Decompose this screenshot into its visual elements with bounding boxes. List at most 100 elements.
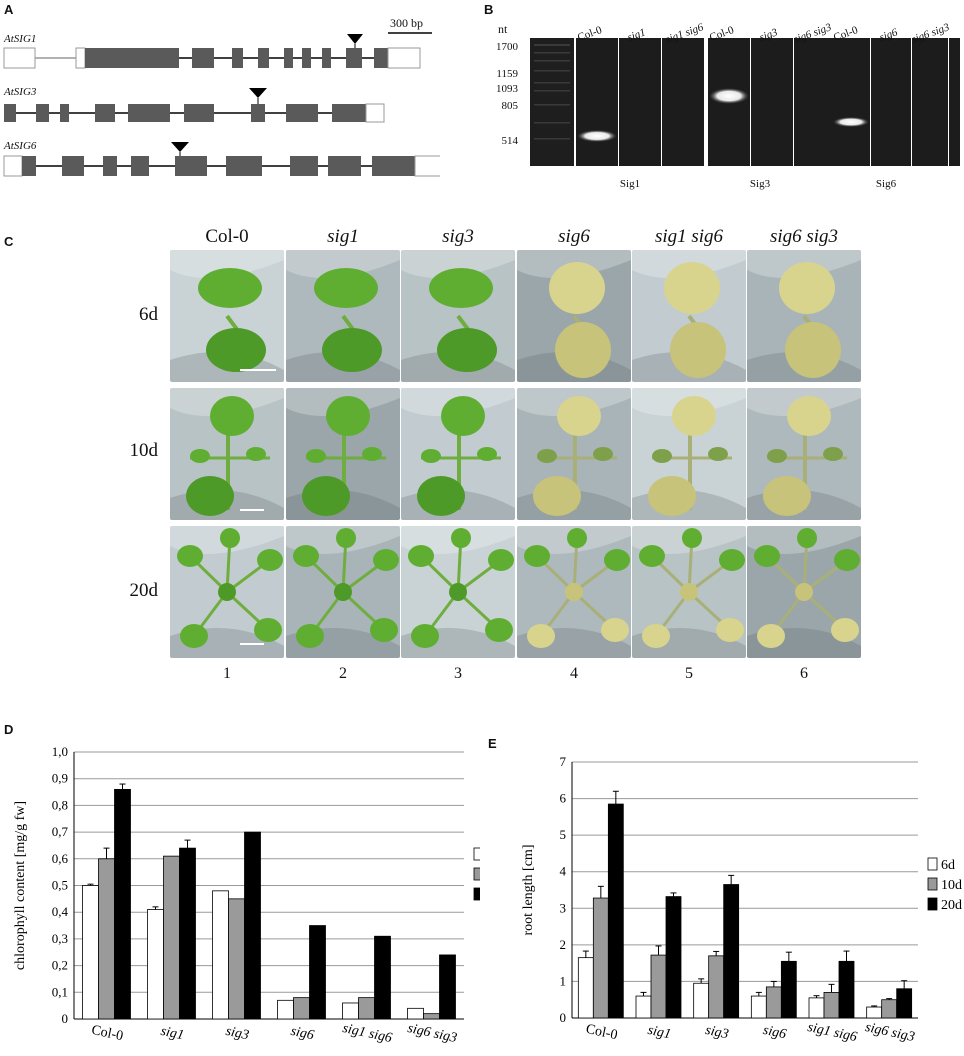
y-tick-label: 0,7 [52, 824, 69, 839]
legend-label: 20d [941, 898, 962, 913]
row-header: 6d [139, 304, 158, 325]
scale-bar-label: 300 bp [390, 16, 423, 30]
bar-10d-Col-0 [98, 858, 115, 1020]
bar-10d-sig6-sig3 [423, 1013, 440, 1020]
y-tick-label: 0,8 [52, 797, 68, 812]
bar-6d-sig6 [277, 999, 294, 1020]
panel-label-e: E [488, 736, 497, 751]
seedling-photo [286, 250, 400, 382]
bar-6d-sig6-sig3 [407, 1007, 424, 1020]
bar-20d-sig6-sig3 [896, 988, 913, 1019]
bar-20d-Col-0 [114, 788, 131, 1020]
seedling-photo [517, 526, 631, 658]
column-header: sig1 sig6 [654, 226, 724, 247]
seedling-photo [632, 526, 746, 658]
panel-label-b: B [484, 2, 494, 17]
insertion-marker-icon [249, 88, 267, 98]
panel-label-d: D [4, 722, 14, 737]
column-number: 5 [685, 665, 693, 682]
y-tick-label: 1,0 [52, 744, 68, 759]
legend-swatch [473, 887, 480, 901]
column-header: sig3 [442, 226, 474, 247]
column-header: sig6 sig3 [769, 226, 839, 247]
bar-20d-sig6-sig3 [439, 954, 456, 1020]
row-header: 20d [129, 580, 159, 601]
gene-sig1 [3, 34, 421, 69]
seedling-photo [632, 388, 746, 520]
bar-10d-sig6 [293, 997, 310, 1020]
ladder-805: 805 [501, 100, 519, 112]
y-tick-label: 0,3 [52, 931, 68, 946]
nt-label: nt [498, 22, 508, 36]
y-tick-label: 0,5 [52, 878, 68, 893]
column-number: 1 [223, 665, 231, 682]
x-tick-label: sig3 [224, 1024, 250, 1044]
seedling-photo [286, 526, 400, 658]
seedling-photo [401, 526, 515, 658]
gene-sig6 [3, 142, 440, 177]
gel-group-label-sig6: Sig6 [875, 178, 897, 190]
seedling-photo [170, 250, 284, 382]
x-tick-label: sig1 [159, 1024, 185, 1044]
bar-20d-sig1 [179, 847, 196, 1020]
x-tick-label: sig1 [646, 1023, 672, 1043]
insertion-marker-icon [171, 142, 189, 152]
y-tick-label: 0,4 [52, 904, 69, 919]
x-tick-label: sig6 [762, 1023, 788, 1043]
y-tick-label: 0 [62, 1011, 69, 1026]
legend-label: 6d [941, 858, 955, 873]
seedling-photo [747, 388, 861, 520]
y-tick-label: 0,2 [52, 958, 68, 973]
x-tick-label: sig6 [289, 1024, 315, 1044]
legend-swatch [473, 867, 480, 881]
ladder-1093: 1093 [496, 83, 518, 95]
y-tick-label: 3 [560, 900, 567, 915]
bar-20d-sig1 [665, 896, 682, 1019]
bar-10d-sig1 [650, 954, 667, 1019]
x-tick-label: sig1 sig6 [341, 1021, 393, 1046]
y-axis-label: chlorophyll content [mg/g fw] [13, 801, 28, 970]
seedling-photo [170, 526, 284, 658]
insertion-marker-icon [347, 34, 363, 44]
bar-6d-sig3 [693, 982, 710, 1019]
seedling-photo [517, 388, 631, 520]
column-number: 6 [800, 665, 808, 682]
seedling-photo [170, 388, 284, 520]
legend-swatch [927, 897, 938, 911]
column-number: 3 [454, 665, 462, 682]
seedling-photo [747, 250, 861, 382]
y-tick-label: 0,9 [52, 771, 68, 786]
gene-structure-diagram [3, 32, 440, 177]
bar-10d-sig1-sig6 [358, 997, 375, 1020]
bar-10d-Col-0 [592, 897, 609, 1019]
x-tick-label: sig1 sig6 [806, 1020, 858, 1045]
bar-6d-sig3 [212, 890, 229, 1020]
column-number: 2 [339, 665, 347, 682]
y-tick-label: 2 [560, 937, 567, 952]
bar-20d-sig3 [723, 884, 740, 1019]
seedling-photo [401, 388, 515, 520]
legend-swatch [927, 857, 938, 871]
seedling-photo [517, 250, 631, 382]
bar-6d-sig1-sig6 [342, 1002, 359, 1020]
bar-10d-sig1 [163, 855, 180, 1020]
bar-6d-Col-0 [577, 957, 594, 1019]
ladder-1700: 1700 [496, 41, 518, 53]
seedling-photo [286, 388, 400, 520]
x-tick-label: Col-0 [90, 1023, 124, 1044]
gene-label-sig1: AtSIG1 [4, 33, 37, 45]
bar-6d-sig6-sig3 [866, 1006, 883, 1019]
row-header: 10d [129, 440, 159, 461]
bar-6d-sig6 [750, 995, 767, 1019]
gene-label-sig6: AtSIG6 [4, 140, 37, 152]
y-tick-label: 0 [560, 1010, 567, 1025]
bar-10d-sig6-sig3 [881, 999, 898, 1019]
legend-swatch [473, 847, 480, 861]
y-tick-label: 1 [560, 973, 567, 988]
gene-sig3 [4, 88, 385, 123]
x-tick-label: sig3 [704, 1023, 730, 1043]
bar-6d-sig1 [635, 995, 652, 1019]
bar-20d-sig6 [780, 960, 797, 1019]
bar-20d-sig3 [244, 831, 261, 1020]
